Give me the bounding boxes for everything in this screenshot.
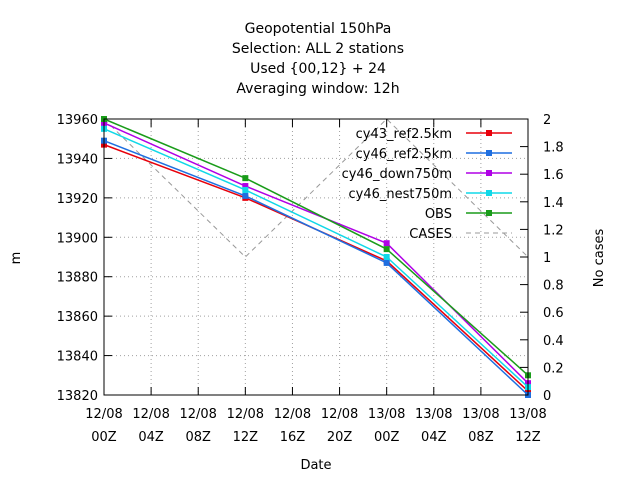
data-point (242, 192, 249, 199)
x-tick-label-hour: 20Z (327, 430, 353, 445)
y2-axis-label: No cases (592, 229, 607, 288)
y-tick-label: 13840 (57, 350, 98, 365)
x-tick-label-hour: 00Z (91, 430, 117, 445)
series-cy46_ref2.5km (101, 137, 531, 398)
y2-tick-label: 0.8 (543, 279, 564, 294)
legend-marker (486, 210, 492, 216)
y2-tick-label: 2 (543, 113, 551, 128)
series-cy46_down750m (101, 119, 531, 387)
legend-marker (486, 190, 492, 196)
title-line-2: Selection: ALL 2 stations (232, 41, 404, 57)
y2-tick-label: 0.2 (543, 361, 564, 376)
series-line (103, 118, 529, 376)
x-axis-ticks: 12/08 00Z 12/08 04Z 12/08 08Z 12/08 12Z 12/08 16Z… (85, 119, 547, 445)
x-tick-label-date: 12/08 (321, 407, 358, 422)
y-tick-label: 13940 (57, 152, 98, 167)
legend-marker (486, 150, 492, 156)
x-tick-label-hour: 08Z (185, 430, 211, 445)
y-axis-ticks: 13820 13840 13860 13880 13900 13920 13940 13960 (57, 113, 112, 404)
y-axis-label: m (9, 252, 24, 265)
data-point (383, 259, 390, 266)
x-tick-label-date: 12/08 (227, 407, 264, 422)
x-tick-label-date: 13/08 (509, 407, 546, 422)
x-axis-label: Date (300, 458, 331, 473)
x-tick-label-hour: 12Z (233, 430, 259, 445)
y2-tick-label: 1.2 (543, 223, 564, 238)
cases-line (103, 118, 529, 258)
x-tick-label-date: 13/08 (368, 407, 405, 422)
title-line-4: Averaging window: 12h (236, 81, 399, 97)
x-tick-label-hour: 16Z (280, 430, 306, 445)
y2-tick-label: 1.4 (543, 196, 564, 211)
y-tick-label: 13860 (57, 310, 98, 325)
y2-tick-label: 1 (543, 251, 551, 266)
y-tick-label: 13900 (57, 231, 98, 246)
legend-marker (486, 130, 492, 136)
series-line (103, 128, 529, 388)
series-line (103, 122, 529, 384)
legend-label: cy46_ref2.5km (356, 147, 452, 162)
series-cy43_ref2.5km (101, 141, 531, 395)
y2-tick-label: 1.8 (543, 141, 564, 156)
x-tick-label-date: 12/08 (85, 407, 122, 422)
data-point (242, 175, 249, 182)
chart-title: Geopotential 150hPa Selection: ALL 2 stat… (232, 21, 404, 97)
x-tick-label-hour: 00Z (374, 430, 400, 445)
y-tick-label: 13820 (57, 389, 98, 404)
title-line-1: Geopotential 150hPa (245, 21, 392, 37)
legend-label: cy43_ref2.5km (356, 127, 452, 142)
legend: cy43_ref2.5km cy46_ref2.5km cy46_down750mc… (342, 127, 512, 242)
legend-label: cy46_down750m (342, 167, 452, 182)
y-tick-label: 13920 (57, 192, 98, 207)
y2-axis-ticks: 0 0.2 0.4 0.6 0.8 1 1.2 1.4 1.6 1.8 2 (520, 113, 564, 404)
x-tick-label-hour: 08Z (468, 430, 494, 445)
x-tick-label-date: 12/08 (179, 407, 216, 422)
y-tick-label: 13960 (57, 113, 98, 128)
y-tick-label: 13880 (57, 271, 98, 286)
x-tick-label-hour: 04Z (421, 430, 447, 445)
data-point (383, 254, 390, 260)
data-point (383, 240, 390, 247)
x-tick-label-hour: 12Z (515, 430, 541, 445)
legend-label: cy46_nest750m (349, 187, 452, 202)
plot-frame (103, 118, 529, 396)
x-tick-label-date: 13/08 (415, 407, 452, 422)
title-line-3: Used {00,12} + 24 (250, 61, 386, 77)
data-point (383, 246, 390, 253)
x-tick-label-date: 12/08 (132, 407, 169, 422)
grid (104, 119, 528, 395)
series-line (103, 139, 529, 396)
x-tick-label-hour: 04Z (138, 430, 164, 445)
x-tick-label-date: 13/08 (462, 407, 499, 422)
legend-label: OBS (425, 207, 452, 222)
data-point (242, 183, 249, 190)
data-point (242, 186, 249, 193)
y2-tick-label: 0.6 (543, 306, 564, 321)
y2-tick-label: 0.4 (543, 334, 564, 349)
y2-tick-label: 1.6 (543, 168, 564, 183)
cases-series (103, 118, 529, 258)
legend-marker (486, 170, 492, 176)
series-line (103, 143, 529, 392)
legend-label: CASES (409, 227, 452, 242)
x-tick-label-date: 12/08 (274, 407, 311, 422)
y2-tick-label: 0 (543, 389, 551, 404)
